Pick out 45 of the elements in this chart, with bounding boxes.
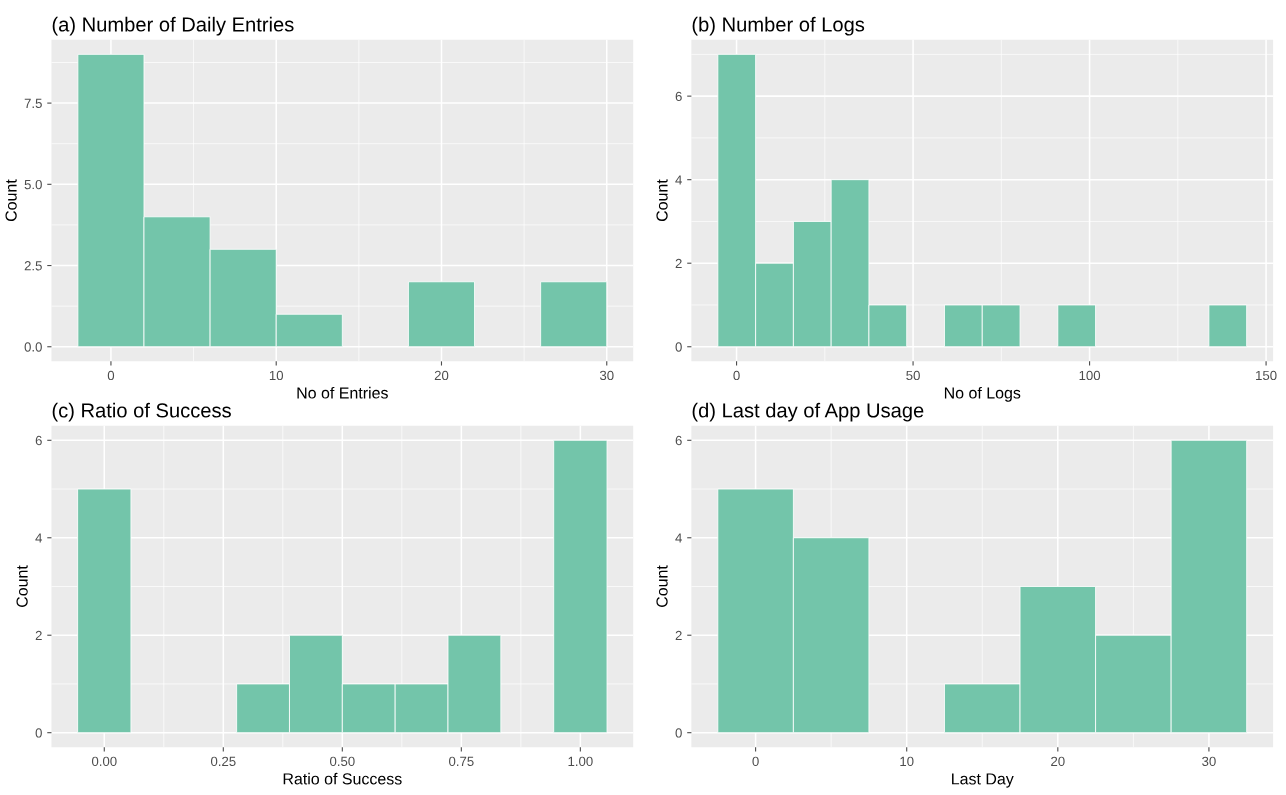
x-tick-label: 150: [1256, 370, 1277, 381]
x-tick-label: 1.00: [568, 756, 593, 767]
x-tick-label: 20: [434, 370, 449, 381]
y-tick-label: 2: [675, 258, 682, 268]
y-tick-label: 0: [35, 728, 42, 738]
y-axis-title: Count: [16, 565, 28, 607]
y-tick-label: 7.5: [24, 98, 42, 109]
x-tick-label: 0: [733, 370, 740, 381]
y-tick-label: 2.5: [24, 261, 42, 271]
x-axis-title: No of Entries: [297, 386, 388, 399]
x-tick-label: 100: [1079, 370, 1101, 381]
y-tick-label: 5.0: [24, 179, 42, 190]
y-tick-label: 6: [35, 435, 42, 446]
x-tick-label: 10: [900, 756, 914, 767]
y-tick-label: 4: [675, 533, 682, 543]
x-tick-label: 20: [1051, 756, 1065, 767]
x-axis-title: No of Logs: [944, 386, 1021, 402]
y-tick-label: 0.0: [24, 342, 42, 352]
x-tick-label: 0.75: [449, 756, 474, 767]
x-tick-label: 50: [906, 370, 920, 381]
x-tick-label: 0: [752, 756, 759, 767]
x-tick-label: 0.50: [330, 756, 355, 767]
x-tick-label: 30: [1202, 756, 1216, 767]
x-tick-label: 30: [599, 370, 614, 381]
chart-title: (b) Number of Logs: [692, 16, 865, 36]
y-tick-label: 0: [675, 342, 682, 352]
x-tick-label: 0.25: [210, 756, 236, 767]
y-tick-label: 2: [675, 630, 682, 640]
y-tick-label: 6: [675, 435, 682, 446]
y-axis-title: Count: [656, 179, 668, 222]
chart-title: (a) Number of Daily Entries: [52, 16, 294, 36]
y-axis-title: Count: [656, 565, 668, 607]
x-tick-label: 10: [269, 370, 284, 381]
x-tick-label: 0: [107, 370, 115, 381]
y-tick-label: 0: [675, 728, 682, 738]
chart-title: (d) Last day of App Usage: [692, 402, 924, 422]
x-axis-title: Ratio of Success: [283, 772, 402, 785]
y-tick-label: 6: [675, 91, 682, 102]
chart-title: (c) Ratio of Success: [52, 402, 231, 422]
x-axis-title: Last Day: [952, 773, 1014, 788]
y-tick-label: 2: [35, 630, 42, 640]
x-tick-label: 0.00: [91, 756, 117, 767]
y-tick-label: 4: [675, 175, 682, 185]
y-axis-title: Count: [5, 179, 17, 222]
y-tick-label: 4: [35, 533, 43, 543]
